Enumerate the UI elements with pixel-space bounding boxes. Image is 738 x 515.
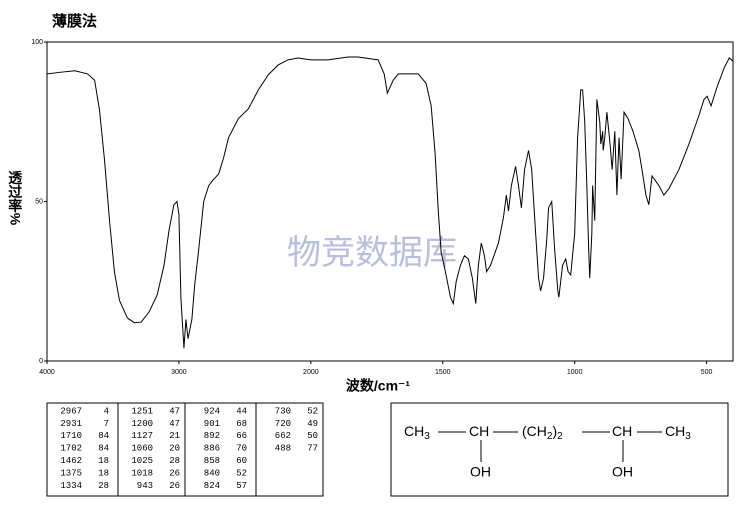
peak-transmittance: 4 [104, 406, 109, 416]
y-tick-label: 100 [31, 39, 43, 46]
subscript: 3 [424, 431, 430, 442]
peak-transmittance: 47 [169, 419, 180, 429]
peak-wavenumber: 1018 [131, 468, 153, 478]
peak-wavenumber: 1702 [60, 444, 82, 454]
structure-group: CH3 [665, 423, 691, 442]
peak-wavenumber: 730 [275, 406, 291, 416]
substituent: OH [612, 464, 633, 480]
structure-group: CH3 [404, 423, 430, 442]
peak-wavenumber: 720 [275, 419, 291, 429]
peak-wavenumber: 1127 [131, 431, 153, 441]
structure-group: (CH2)2 [522, 423, 563, 442]
peak-wavenumber: 858 [204, 456, 220, 466]
group-text: ) [552, 423, 557, 439]
peak-wavenumber: 892 [204, 431, 220, 441]
peak-wavenumber: 824 [204, 481, 220, 491]
x-tick-label: 3000 [171, 369, 187, 376]
y-tick-label: 0 [39, 358, 43, 365]
peak-transmittance: 52 [307, 406, 318, 416]
peak-transmittance: 20 [169, 444, 180, 454]
x-tick-label: 4000 [39, 369, 55, 376]
peak-transmittance: 7 [104, 419, 109, 429]
peak-transmittance: 49 [307, 419, 318, 429]
peak-wavenumber: 2967 [60, 406, 82, 416]
x-tick-label: 500 [701, 369, 713, 376]
peak-transmittance: 28 [98, 481, 109, 491]
peak-wavenumber: 2931 [60, 419, 82, 429]
peak-wavenumber: 662 [275, 431, 291, 441]
peak-transmittance: 44 [236, 406, 247, 416]
y-tick-label: 50 [35, 198, 43, 205]
peak-transmittance: 26 [169, 481, 180, 491]
peak-transmittance: 70 [236, 444, 247, 454]
peak-wavenumber: 1025 [131, 456, 153, 466]
title: 薄膜法 [52, 12, 97, 30]
group-text: CH [404, 423, 424, 439]
structure-group: CH [469, 423, 489, 439]
structure-frame [390, 402, 729, 497]
x-axis-label: 波数/cm⁻¹ [346, 378, 411, 394]
peak-wavenumber: 886 [204, 444, 220, 454]
peak-wavenumber: 1060 [131, 444, 153, 454]
group-text: CH [665, 423, 685, 439]
peak-transmittance: 84 [98, 431, 109, 441]
structure-group: CH [612, 423, 632, 439]
group-text: CH [469, 423, 489, 439]
substituent: OH [470, 464, 491, 480]
peak-wavenumber: 840 [204, 468, 220, 478]
peak-wavenumber: 924 [204, 406, 220, 416]
group-text: CH [612, 423, 632, 439]
peak-transmittance: 18 [98, 456, 109, 466]
x-tick-label: 1500 [435, 369, 451, 376]
peak-wavenumber: 1375 [60, 468, 82, 478]
peak-wavenumber: 1251 [131, 406, 153, 416]
plot-frame [46, 41, 734, 362]
spectrum-line [46, 56, 734, 349]
peak-wavenumber: 1462 [60, 456, 82, 466]
peak-wavenumber: 1200 [131, 419, 153, 429]
peak-transmittance: 26 [169, 468, 180, 478]
watermark: 物竞数据库 [287, 234, 457, 272]
peak-transmittance: 21 [169, 431, 180, 441]
peak-transmittance: 84 [98, 444, 109, 454]
peak-transmittance: 28 [169, 456, 180, 466]
x-tick-label: 1000 [567, 369, 583, 376]
peak-transmittance: 47 [169, 406, 180, 416]
x-tick-label: 2000 [303, 369, 319, 376]
peak-transmittance: 18 [98, 468, 109, 478]
peak-transmittance: 66 [236, 431, 247, 441]
peak-wavenumber: 1334 [60, 481, 82, 491]
peak-transmittance: 60 [236, 456, 247, 466]
peak-transmittance: 52 [236, 468, 247, 478]
group-text: (CH [522, 423, 547, 439]
peak-transmittance: 57 [236, 481, 247, 491]
peak-wavenumber: 943 [137, 481, 153, 491]
subscript: 2 [557, 431, 563, 442]
peak-wavenumber: 488 [275, 444, 291, 454]
subscript: 2 [547, 431, 553, 442]
peak-transmittance: 77 [307, 444, 318, 454]
peak-wavenumber: 1710 [60, 431, 82, 441]
peak-transmittance: 50 [307, 431, 318, 441]
subscript: 3 [685, 431, 691, 442]
peak-transmittance: 68 [236, 419, 247, 429]
peak-wavenumber: 901 [204, 419, 220, 429]
y-axis-label: 透过率% [7, 171, 23, 226]
